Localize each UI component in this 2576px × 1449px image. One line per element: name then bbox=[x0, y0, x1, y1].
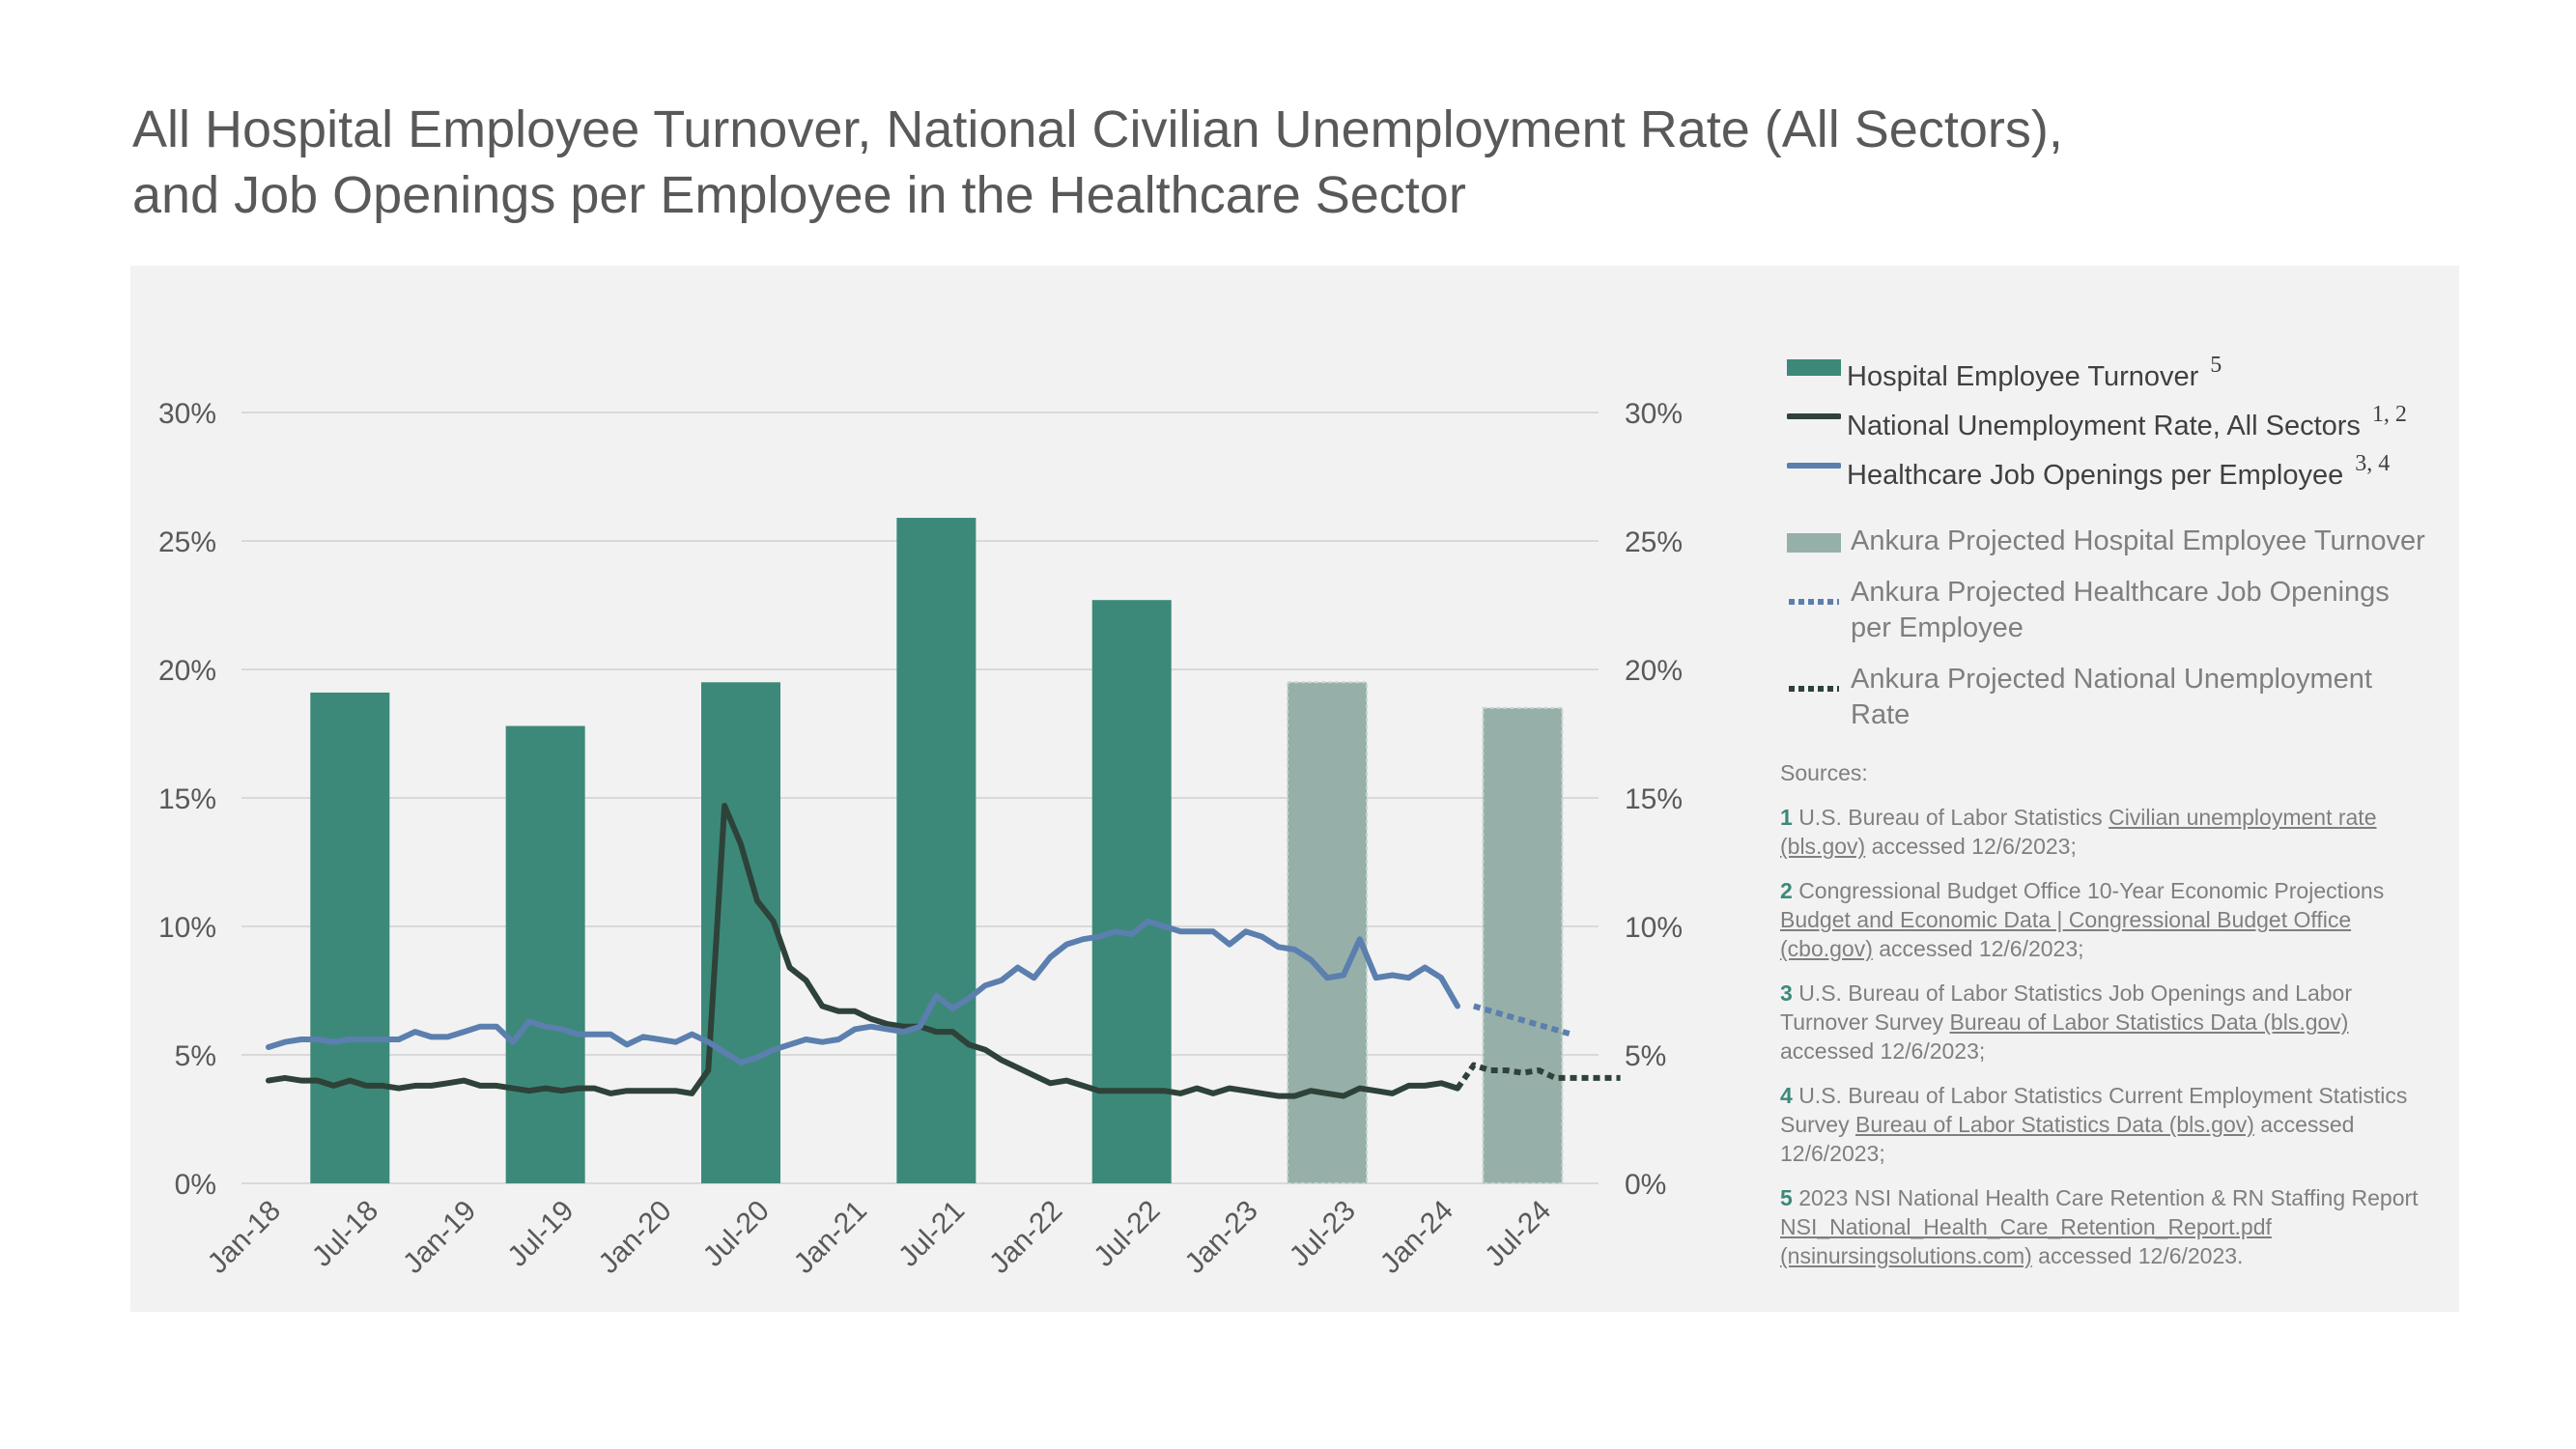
projected-turnover-bar bbox=[1287, 681, 1369, 1184]
projected-turnover-bar bbox=[1482, 706, 1564, 1184]
x-tick-label: Jul-21 bbox=[892, 1195, 971, 1273]
x-tick-label: Jan-18 bbox=[202, 1195, 287, 1280]
x-tick-label: Jan-23 bbox=[1178, 1195, 1263, 1280]
national-unemployment-rate-all-sectors-line bbox=[266, 803, 1460, 1099]
legend-label-projected-unemployment-line-2: Rate bbox=[1851, 699, 1911, 730]
turnover-bar bbox=[896, 518, 977, 1183]
ankura-projected-healthcare-job-openings-per-employee-line bbox=[1472, 1003, 1572, 1037]
turnover-bar bbox=[1091, 600, 1172, 1183]
y-tick-label-right: 25% bbox=[1625, 526, 1683, 558]
source-accessed: accessed 12/6/2023; bbox=[1865, 834, 2077, 859]
source-link[interactable]: Budget and Economic Data | Congressional… bbox=[1780, 907, 2352, 961]
x-tick-label: Jan-24 bbox=[1374, 1195, 1459, 1280]
x-tick-label: Jul-19 bbox=[501, 1195, 580, 1273]
turnover-bar bbox=[310, 692, 390, 1183]
source-item: 2 Congressional Budget Office 10-Year Ec… bbox=[1780, 876, 2437, 963]
source-text: U.S. Bureau of Labor Statistics bbox=[1798, 805, 2109, 830]
legend-sup-turnover: 5 bbox=[2210, 353, 2222, 378]
x-tick-label: Jan-22 bbox=[983, 1195, 1068, 1280]
bar-swatch-icon bbox=[1787, 533, 1841, 553]
line-swatch-icon bbox=[1787, 463, 1841, 469]
source-text: Congressional Budget Office 10-Year Econ… bbox=[1798, 878, 2385, 903]
source-link[interactable]: Bureau of Labor Statistics Data (bls.gov… bbox=[1854, 1112, 2254, 1137]
y-tick-label-right: 0% bbox=[1625, 1169, 1666, 1201]
legend-label-openings: Healthcare Job Openings per Employee bbox=[1847, 460, 2344, 491]
y-tick-label-right: 20% bbox=[1625, 655, 1683, 687]
x-tick-label: Jan-21 bbox=[788, 1195, 873, 1280]
turnover-bar bbox=[505, 725, 585, 1183]
y-tick-label-right: 30% bbox=[1625, 398, 1683, 430]
source-number: 5 bbox=[1780, 1185, 1793, 1210]
x-tick-label: Jul-22 bbox=[1088, 1195, 1166, 1273]
turnover-bar bbox=[701, 682, 781, 1183]
source-item: 5 2023 NSI National Health Care Retentio… bbox=[1780, 1183, 2437, 1270]
x-tick-label: Jan-19 bbox=[397, 1195, 482, 1280]
sources-block: Sources: 1 U.S. Bureau of Labor Statisti… bbox=[1780, 758, 2437, 1286]
legend-sup-unemployment: 1, 2 bbox=[2371, 402, 2407, 427]
legend-label-projected-turnover: Ankura Projected Hospital Employee Turno… bbox=[1851, 526, 2425, 556]
legend-label-projected-unemployment-line-1: Ankura Projected National Unemployment bbox=[1851, 664, 2372, 695]
y-tick-label-left: 0% bbox=[175, 1169, 216, 1201]
dotted-line-swatch-icon bbox=[1789, 686, 1839, 692]
sources-heading: Sources: bbox=[1780, 760, 1868, 785]
source-number: 4 bbox=[1780, 1083, 1793, 1108]
y-tick-label-left: 10% bbox=[158, 912, 216, 944]
chart-title-line-2: and Job Openings per Employee in the Hea… bbox=[132, 166, 1466, 224]
chart-title: All Hospital Employee Turnover, National… bbox=[132, 97, 2354, 228]
y-tick-label-right: 5% bbox=[1625, 1040, 1666, 1072]
x-tick-label: Jan-20 bbox=[592, 1195, 677, 1280]
legend-label-projected-openings-line-1: Ankura Projected Healthcare Job Openings bbox=[1851, 577, 2390, 608]
source-accessed: accessed 12/6/2023. bbox=[2031, 1243, 2244, 1268]
chart-title-line-1: All Hospital Employee Turnover, National… bbox=[132, 100, 2063, 158]
line-swatch-icon bbox=[1787, 413, 1841, 419]
legend-sup-openings: 3, 4 bbox=[2355, 451, 2391, 476]
y-tick-label-left: 20% bbox=[158, 655, 216, 687]
source-link[interactable]: Civilian unemployment rate (bls.gov) bbox=[1780, 805, 2377, 859]
source-item: 3 U.S. Bureau of Labor Statistics Job Op… bbox=[1780, 979, 2437, 1065]
source-link[interactable]: Bureau of Labor Statistics Data (bls.gov… bbox=[1949, 1009, 2349, 1035]
y-tick-label-left: 5% bbox=[175, 1040, 216, 1072]
chart-panel: 0% 0% 5% 5% 10% 10% 15% 15% 20% 20% 25% 25% 30% 30% Ja… bbox=[130, 266, 2459, 1312]
y-tick-label-right: 10% bbox=[1625, 912, 1683, 944]
bar-swatch-icon bbox=[1787, 359, 1841, 376]
source-link[interactable]: NSI_National_Health_Care_Retention_Repor… bbox=[1780, 1214, 2272, 1268]
source-number: 1 bbox=[1780, 805, 1793, 830]
y-tick-label-right: 15% bbox=[1625, 783, 1683, 815]
y-tick-label-left: 25% bbox=[158, 526, 216, 558]
source-text: U.S. Bureau of Labor Statistics Current … bbox=[1780, 1083, 2408, 1137]
y-tick-label-left: 15% bbox=[158, 783, 216, 815]
source-accessed: accessed 12/6/2023; bbox=[1780, 1112, 2355, 1166]
source-item: 1 U.S. Bureau of Labor Statistics Civili… bbox=[1780, 803, 2437, 861]
x-tick-label: Jul-23 bbox=[1284, 1195, 1362, 1273]
source-number: 2 bbox=[1780, 878, 1793, 903]
x-tick-label: Jul-20 bbox=[697, 1195, 776, 1273]
x-tick-label: Jul-18 bbox=[306, 1195, 384, 1273]
source-text: U.S. Bureau of Labor Statistics Job Open… bbox=[1780, 980, 2352, 1035]
chart-svg: 0% 0% 5% 5% 10% 10% 15% 15% 20% 20% 25% 25% 30% 30% Ja… bbox=[158, 398, 1683, 1280]
y-tick-label-left: 30% bbox=[158, 398, 216, 430]
source-number: 3 bbox=[1780, 980, 1793, 1006]
legend-label-turnover: Hospital Employee Turnover bbox=[1847, 361, 2199, 392]
x-tick-label: Jul-24 bbox=[1479, 1195, 1557, 1273]
dotted-line-swatch-icon bbox=[1789, 599, 1839, 605]
source-accessed: accessed 12/6/2023; bbox=[1780, 1038, 1986, 1064]
legend-label-projected-openings-line-2: per Employee bbox=[1851, 612, 2024, 643]
healthcare-job-openings-per-employee-line bbox=[266, 918, 1460, 1065]
source-text: 2023 NSI National Health Care Retention … bbox=[1798, 1185, 2419, 1210]
legend-label-unemployment: National Unemployment Rate, All Sectors bbox=[1847, 411, 2361, 441]
source-item: 4 U.S. Bureau of Labor Statistics Curren… bbox=[1780, 1081, 2437, 1168]
ankura-projected-national-unemployment-rate-line bbox=[1455, 1062, 1621, 1091]
source-accessed: accessed 12/6/2023; bbox=[1872, 936, 2084, 961]
